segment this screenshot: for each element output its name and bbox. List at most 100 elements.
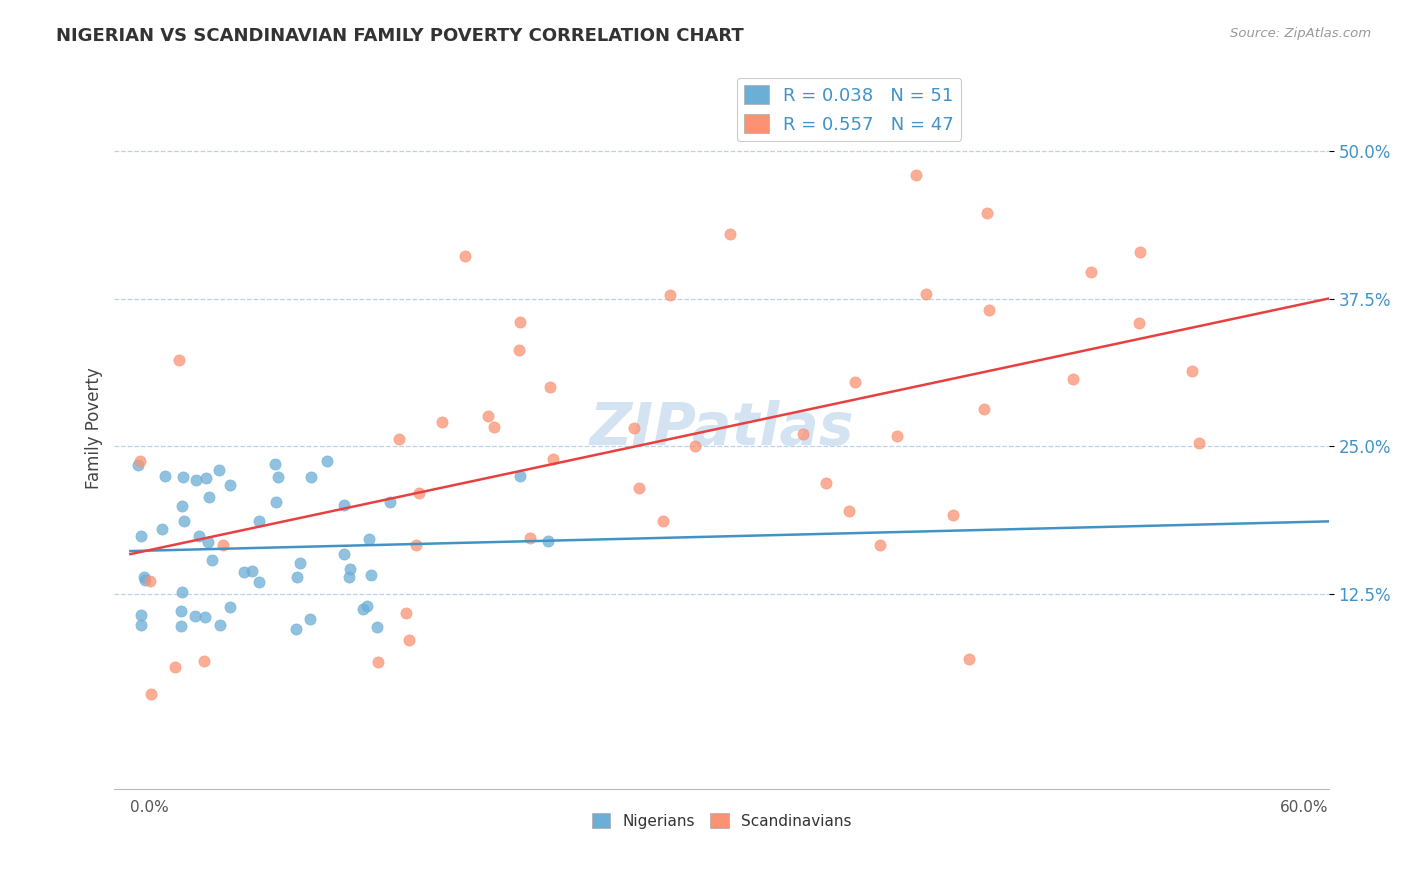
Point <box>127 458 149 472</box>
Point <box>170 584 193 599</box>
Point <box>170 604 193 618</box>
Point <box>658 288 681 302</box>
Point <box>197 535 219 549</box>
Point <box>388 432 411 446</box>
Point <box>165 660 187 674</box>
Point <box>942 508 965 523</box>
Point <box>207 463 229 477</box>
Point <box>211 538 233 552</box>
Point <box>1080 265 1102 279</box>
Point <box>844 375 866 389</box>
Point <box>359 532 381 546</box>
Point <box>187 529 209 543</box>
Point <box>430 416 453 430</box>
Point <box>1188 436 1211 450</box>
Point <box>219 478 242 492</box>
Point <box>129 607 152 622</box>
Point <box>1129 244 1152 259</box>
Point <box>172 469 194 483</box>
Point <box>139 687 162 701</box>
Point <box>184 609 207 624</box>
Point <box>194 471 217 485</box>
Point <box>508 343 530 358</box>
Point <box>360 568 382 582</box>
Point <box>718 227 741 241</box>
Point <box>290 557 312 571</box>
Point <box>201 553 224 567</box>
Text: 60.0%: 60.0% <box>1279 800 1329 815</box>
Point <box>367 656 389 670</box>
Point <box>541 451 564 466</box>
Point <box>792 427 814 442</box>
Point <box>1180 364 1202 378</box>
Point <box>132 570 155 584</box>
Point <box>352 601 374 615</box>
Point <box>219 599 242 614</box>
Point <box>173 514 195 528</box>
Point <box>683 439 706 453</box>
Point <box>904 168 927 182</box>
Point <box>378 494 401 508</box>
Point <box>264 457 287 471</box>
Point <box>167 353 190 368</box>
Point <box>509 315 531 329</box>
Legend: Nigerians, Scandinavians: Nigerians, Scandinavians <box>586 807 858 835</box>
Point <box>537 534 560 549</box>
Point <box>979 303 1001 318</box>
Text: Source: ZipAtlas.com: Source: ZipAtlas.com <box>1230 27 1371 40</box>
Point <box>240 564 263 578</box>
Point <box>264 494 287 508</box>
Point <box>285 570 308 584</box>
Point <box>299 469 322 483</box>
Text: NIGERIAN VS SCANDINAVIAN FAMILY POVERTY CORRELATION CHART: NIGERIAN VS SCANDINAVIAN FAMILY POVERTY … <box>56 27 744 45</box>
Point <box>198 491 221 505</box>
Point <box>247 514 270 528</box>
Point <box>139 574 162 588</box>
Point <box>315 453 337 467</box>
Point <box>623 421 645 435</box>
Point <box>129 618 152 632</box>
Point <box>538 380 561 394</box>
Point <box>886 429 908 443</box>
Point <box>333 499 356 513</box>
Point <box>134 573 156 587</box>
Point <box>170 619 193 633</box>
Point <box>838 504 860 518</box>
Point <box>208 617 231 632</box>
Y-axis label: Family Poverty: Family Poverty <box>86 368 103 490</box>
Point <box>333 547 356 561</box>
Text: ZIPatlas: ZIPatlas <box>589 400 853 457</box>
Point <box>482 420 505 434</box>
Point <box>509 468 531 483</box>
Point <box>356 599 378 613</box>
Point <box>129 454 152 468</box>
Point <box>395 606 418 620</box>
Point <box>184 473 207 487</box>
Point <box>651 514 673 528</box>
Point <box>366 620 388 634</box>
Point <box>193 654 215 668</box>
Point <box>285 622 308 636</box>
Text: 0.0%: 0.0% <box>131 800 169 815</box>
Point <box>408 486 430 500</box>
Point <box>1062 372 1084 386</box>
Point <box>398 633 420 648</box>
Point <box>267 470 290 484</box>
Point <box>150 522 173 536</box>
Point <box>869 538 891 552</box>
Point <box>519 531 541 545</box>
Point <box>976 205 998 219</box>
Point <box>172 499 194 513</box>
Point <box>337 570 360 584</box>
Point <box>627 481 650 495</box>
Point <box>194 610 217 624</box>
Point <box>454 249 477 263</box>
Point <box>298 612 321 626</box>
Point <box>814 476 837 491</box>
Point <box>477 409 499 424</box>
Point <box>915 287 938 301</box>
Point <box>233 565 256 579</box>
Point <box>1128 317 1150 331</box>
Point <box>957 651 980 665</box>
Point <box>129 528 152 542</box>
